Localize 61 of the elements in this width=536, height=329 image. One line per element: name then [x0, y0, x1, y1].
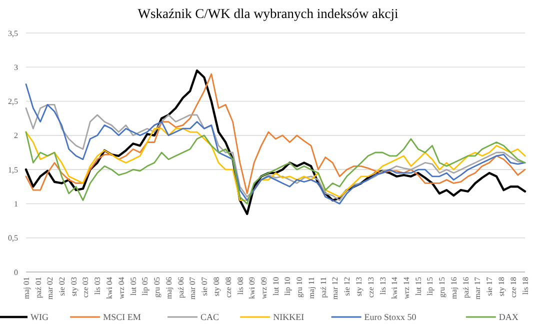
- x-tick-label: sty 18: [497, 277, 506, 296]
- y-tick-label: 3,5: [8, 28, 18, 38]
- line-series: [24, 69, 526, 216]
- x-tick-label: lut 15: [414, 277, 423, 296]
- x-tick-label: kwi 14: [390, 277, 400, 299]
- y-tick-label: 1,5: [8, 165, 18, 174]
- x-tick-label: sie 17: [485, 277, 494, 296]
- x-tick-label: mar 17: [473, 277, 482, 300]
- x-tick-label: sty 13: [354, 277, 364, 296]
- x-tick-label: gru 10: [295, 277, 304, 298]
- x-tick-label: kwi 09: [248, 277, 257, 299]
- x-tick-label: paź 16: [461, 277, 470, 298]
- x-tick-label: lis 18: [520, 277, 530, 295]
- legend-label: WIG: [30, 312, 49, 322]
- x-tick-label: cze 03: [81, 277, 90, 298]
- x-tick-label: mar 02: [46, 277, 55, 300]
- x-tick-label: lis 08: [236, 277, 245, 295]
- legend-label: NIKKEI: [273, 312, 304, 322]
- legend-label: DAX: [498, 312, 519, 322]
- y-tick-label: 0,5: [8, 234, 18, 243]
- x-tick-label: lip 15: [426, 277, 435, 296]
- legend-label: CAC: [200, 312, 220, 322]
- x-tick-label: lis 03: [93, 277, 102, 295]
- x-tick-label: paź 11: [318, 277, 328, 298]
- x-tick-label: gru 15: [438, 277, 447, 298]
- x-tick-label: mar 12: [330, 277, 340, 300]
- y-tick-label: 2: [14, 131, 18, 140]
- x-tick-label: wrz 09: [259, 277, 268, 299]
- x-tick-label: wrz 14: [402, 277, 411, 299]
- x-tick-label: cze 18: [508, 277, 518, 298]
- x-tick-label: paź 06: [176, 277, 186, 298]
- x-tick-label: cze 08: [224, 277, 233, 298]
- y-tick-label: 1: [14, 200, 18, 209]
- x-tick-label: cze 13: [366, 277, 376, 298]
- x-tick-label: maj 01: [22, 277, 31, 299]
- y-tick-label: 2,5: [8, 97, 18, 106]
- line-series: [25, 73, 526, 194]
- x-tick-label: sie 02: [57, 277, 66, 296]
- x-tick-label: gru 05: [152, 277, 162, 298]
- y-tick-label: 3: [14, 62, 18, 72]
- x-tick-label: maj 06: [164, 277, 174, 299]
- chart-title: Wskaźnik C/WK dla wybranych indeksów akcji: [138, 6, 399, 21]
- x-tick-label: mar 07: [188, 277, 198, 300]
- x-tick-label: sty 08: [212, 277, 221, 296]
- line-series: [25, 84, 526, 204]
- x-tick-label: maj 11: [306, 277, 316, 299]
- x-tick-label: lut 10: [271, 277, 280, 296]
- x-tick-label: lip 05: [140, 277, 150, 296]
- y-tick-label: 0: [14, 268, 18, 277]
- x-tick-label: wrz 04: [116, 277, 126, 299]
- x-tick-label: sie 12: [342, 277, 352, 296]
- x-tick-label: lis 13: [378, 277, 388, 295]
- x-tick-label: sty 03: [69, 277, 78, 296]
- x-tick-label: sie 07: [200, 277, 209, 296]
- x-tick-label: kwi 04: [105, 277, 114, 299]
- x-tick-label: maj 16: [449, 277, 458, 299]
- x-tick-label: lip 10: [283, 277, 292, 296]
- legend-label: Euro Stoxx 50: [364, 312, 417, 322]
- legend-label: MSCI EM: [103, 312, 141, 322]
- x-tick-label: paź 01: [34, 277, 43, 298]
- x-tick-label: lut 05: [128, 277, 138, 296]
